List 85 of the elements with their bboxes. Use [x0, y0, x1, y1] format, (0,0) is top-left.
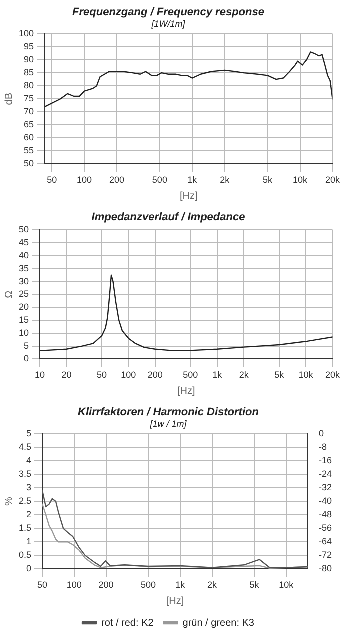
y-tick-label: 20 [18, 302, 30, 312]
x-tick-label: 200 [98, 580, 114, 590]
x-tick-label: 20 [62, 370, 72, 380]
legend-label: grün / green: K3 [182, 618, 255, 629]
x-tick-label: 100 [77, 175, 92, 186]
x-tick-label: 10k [279, 580, 294, 590]
y2-tick-label: -24 [318, 469, 332, 480]
x-tick-label: 500 [152, 175, 168, 186]
y-tick-label: 3 [26, 482, 32, 493]
y-tick-label: 35 [18, 263, 30, 274]
y2-tick-label: -56 [318, 523, 332, 534]
x-tick-label: 100 [66, 580, 82, 590]
x-tick-label: 50 [38, 580, 48, 590]
y-tick-label: 5 [26, 428, 32, 438]
y-tick-label: 4 [26, 456, 32, 466]
chart-subtitle: [1W/1m] [150, 19, 186, 30]
y-tick-label: 40 [18, 250, 30, 260]
y2-tick-label: -40 [318, 496, 332, 506]
chart-subtitle: [1w / 1m] [149, 419, 188, 430]
y-tick-label: 55 [24, 146, 34, 156]
y-tick-label: 70 [24, 106, 34, 117]
x-tick-label: 10k [293, 175, 308, 186]
x-tick-label: 5k [250, 580, 260, 590]
x-tick-label: 20k [325, 175, 340, 186]
x-axis-title: [Hz] [166, 596, 184, 607]
x-tick-label: 200 [110, 175, 125, 186]
x-tick-label: 5k [263, 175, 274, 186]
x-tick-label: 1k [188, 175, 198, 186]
legend-label: rot / red: K2 [102, 618, 154, 629]
x-tick-label: 2k [208, 580, 218, 590]
y-tick-label: 25 [18, 289, 30, 300]
x-tick-label: 2k [239, 370, 250, 380]
y-tick-label: 75 [24, 94, 34, 104]
x-tick-label: 5k [274, 370, 285, 380]
y-tick-label: 0.5 [18, 550, 32, 560]
y-tick-label: 65 [24, 120, 34, 130]
x-tick-label: 1k [212, 370, 223, 380]
y-tick-label: 5 [24, 340, 30, 351]
x-axis-title: [Hz] [177, 386, 196, 397]
y2-tick-label: -72 [318, 550, 332, 560]
x-tick-label: 1k [176, 580, 186, 590]
chart-title: Frequenzgang / Frequency response [72, 6, 264, 19]
y-tick-label: 15 [18, 314, 30, 325]
y-tick-label: 80 [24, 80, 34, 91]
x-tick-label: 20k [325, 370, 340, 380]
x-tick-label: 10 [35, 370, 46, 380]
y-tick-label: 10 [18, 328, 30, 338]
x-tick-label: 500 [140, 580, 156, 590]
y-tick-label: 95 [24, 42, 34, 52]
x-tick-label: 100 [121, 370, 136, 380]
y-tick-label: 2.5 [18, 496, 32, 506]
y-tick-label: 0 [26, 564, 32, 574]
y2-tick-label: -64 [318, 536, 332, 547]
y-tick-label: 30 [18, 276, 30, 286]
x-tick-label: 500 [183, 370, 198, 380]
x-tick-label: 2k [220, 175, 230, 186]
y-tick-label: 0 [24, 354, 30, 364]
y2-tick-label: -32 [318, 482, 332, 493]
y2-tick-label: -48 [318, 510, 332, 520]
y-axis-title: % [4, 497, 15, 506]
x-axis-title: [Hz] [180, 190, 198, 202]
y-tick-label: 4.5 [18, 442, 32, 452]
y-tick-label: 45 [18, 238, 30, 248]
y-axis-title: Ω [4, 290, 15, 298]
y2-tick-label: -8 [318, 442, 328, 452]
chart-title: Klirrfaktoren / Harmonic Distortion [78, 406, 260, 419]
y2-tick-label: -16 [318, 456, 332, 466]
x-tick-label: 200 [148, 370, 163, 380]
y2-tick-label: 0 [318, 428, 324, 438]
y-tick-label: 50 [18, 224, 30, 235]
y-tick-label: 1 [26, 536, 32, 547]
x-tick-label: 50 [96, 370, 108, 380]
y2-tick-label: -80 [318, 564, 332, 574]
x-tick-label: 10k [298, 370, 314, 380]
chart-title: Impedanzverlauf / Impedance [92, 212, 246, 224]
y-tick-label: 85 [24, 68, 34, 78]
y-tick-label: 90 [24, 54, 34, 65]
y-axis-title: dB [4, 92, 15, 106]
y-tick-label: 60 [24, 132, 34, 143]
x-tick-label: 50 [47, 175, 58, 186]
y-tick-label: 50 [24, 158, 34, 169]
y-tick-label: 100 [18, 28, 34, 38]
y-tick-label: 1.5 [18, 523, 32, 534]
y-tick-label: 3.5 [18, 469, 32, 480]
y-tick-label: 2 [26, 510, 32, 520]
